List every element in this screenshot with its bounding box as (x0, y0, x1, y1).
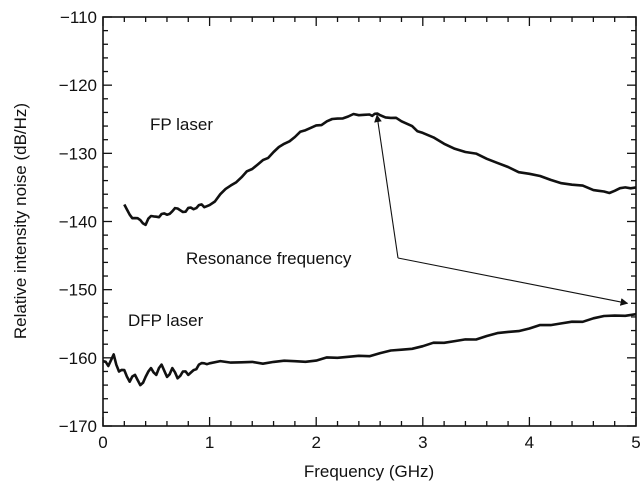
y-tick-label: −120 (59, 76, 97, 95)
fp-laser-label: FP laser (150, 115, 213, 134)
x-tick-label: 1 (205, 433, 214, 452)
y-tick-label: −160 (59, 349, 97, 368)
y-tick-label: −170 (59, 417, 97, 436)
x-axis-title: Frequency (GHz) (304, 462, 434, 481)
x-tick-label: 0 (98, 433, 107, 452)
series-lines (102, 112, 637, 387)
resonance-arrow-2 (397, 257, 629, 306)
resonance-label: Resonance frequency (186, 249, 352, 268)
x-tick-label: 5 (631, 433, 640, 452)
resonance-arrow-1 (374, 114, 399, 259)
x-tick-label: 2 (311, 433, 320, 452)
annotations: FP laser DFP laser Resonance frequency (128, 114, 629, 330)
dfp-laser-label: DFP laser (128, 311, 204, 330)
series-line-1 (123, 112, 637, 227)
y-axis-title: Relative intensity noise (dB/Hz) (11, 103, 30, 339)
plot-frame (102, 16, 637, 427)
y-tick-label: −130 (59, 144, 97, 163)
axis-tick-labels: 0 1 2 3 4 5 −170 −160 −150 −140 −130 −120 −110 (59, 8, 640, 452)
x-tick-label: 3 (418, 433, 427, 452)
series-line-2 (102, 312, 637, 387)
x-tick-label: 4 (525, 433, 534, 452)
y-tick-label: −140 (59, 213, 97, 232)
y-tick-label: −110 (60, 8, 97, 27)
axis-ticks (102, 16, 637, 427)
y-tick-label: −150 (59, 281, 97, 300)
